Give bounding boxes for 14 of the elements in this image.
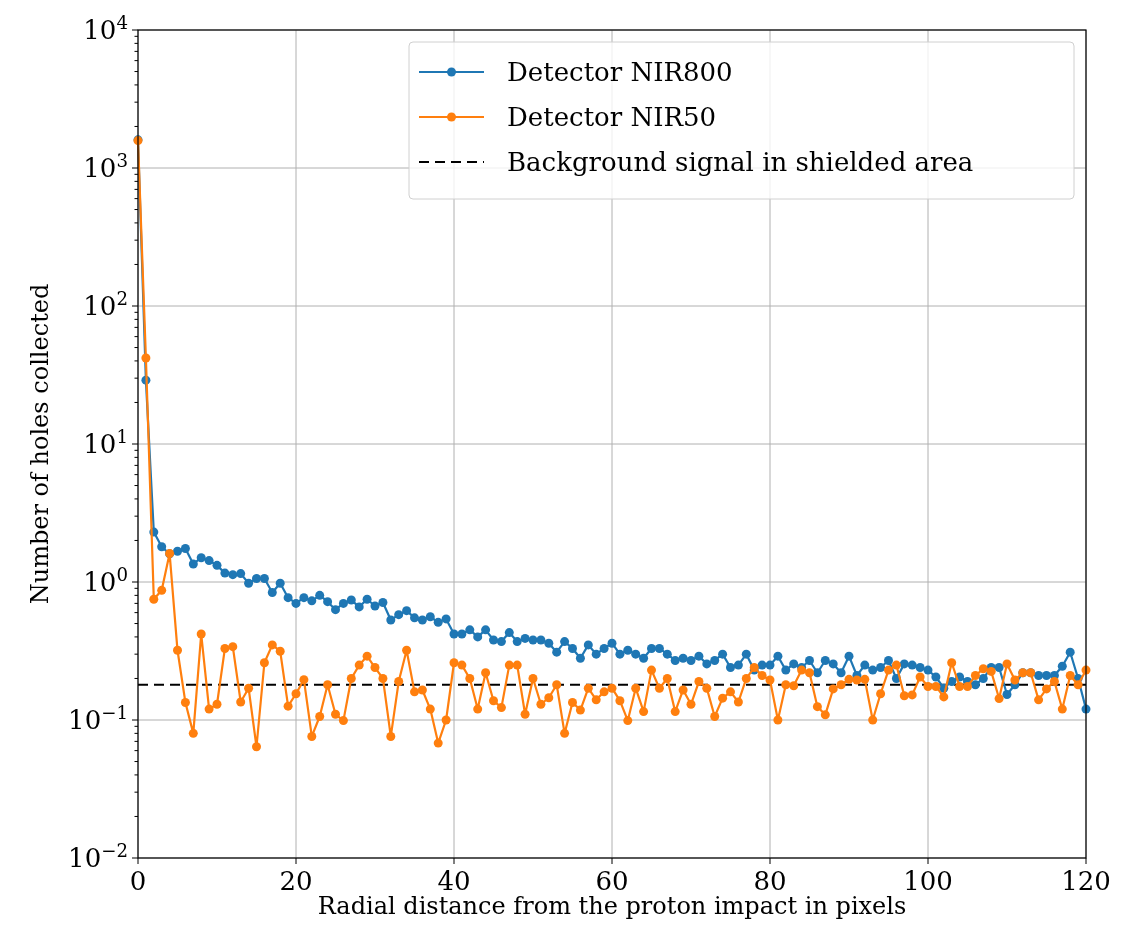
x-tick-label: 120 [1061,866,1111,896]
y-tick-label: 10$^{3}$ [83,149,128,183]
y-tick-label: 10$^{2}$ [83,287,128,321]
legend-label: Background signal in shielded area [507,147,974,177]
x-tick-label: 0 [129,866,147,896]
y-tick-label: 10$^{0}$ [83,563,128,597]
y-tick-label: 10$^{−1}$ [68,701,128,735]
legend-label: Detector NIR50 [507,102,717,132]
y-tick-label: 10$^{1}$ [83,425,128,459]
y-tick-label: 10$^{4}$ [83,11,128,45]
legend-label: Detector NIR800 [507,57,733,87]
x-tick-label: 20 [279,866,313,896]
y-axis-title: Number of holes collected [26,283,54,605]
y-tick-label: 10$^{−2}$ [68,839,128,873]
